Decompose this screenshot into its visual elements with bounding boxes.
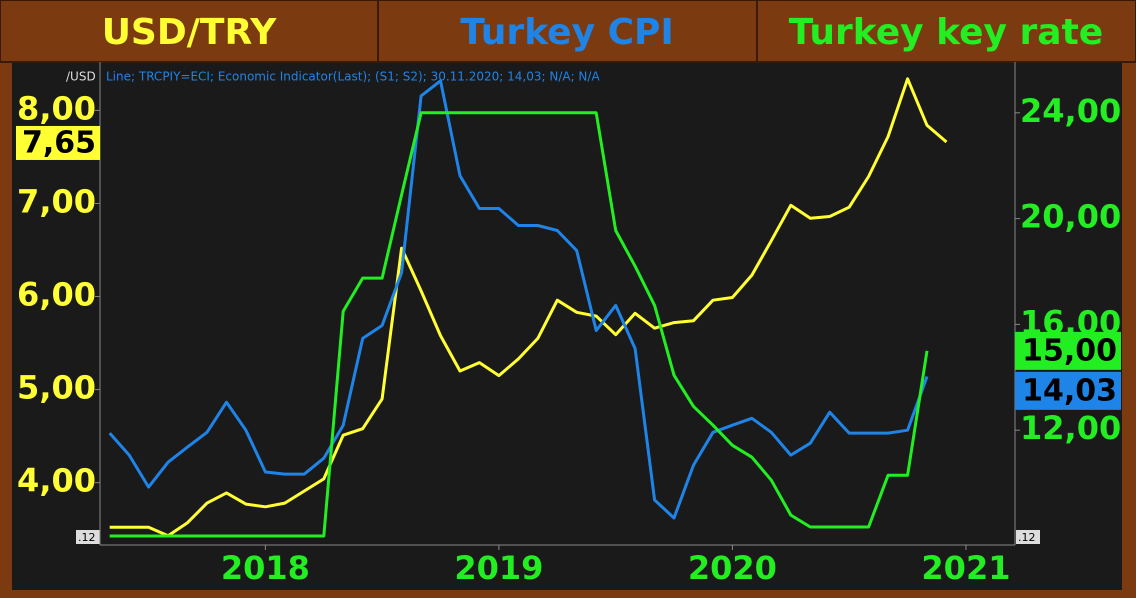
series-line xyxy=(109,77,948,538)
corner-label: .12 xyxy=(78,531,96,544)
y-tick-label: 6,00 xyxy=(17,276,96,314)
y-axis-label: /USD xyxy=(66,70,96,84)
legend-info: Line; TRCPIY=ECI; Economic Indicator(Las… xyxy=(106,70,600,84)
legend-entry: Turkey key rate xyxy=(789,12,1103,53)
legend-entry: USD/TRY xyxy=(102,12,278,53)
value-badge xyxy=(1015,371,1121,410)
y-tick-label: 4,00 xyxy=(17,462,96,500)
header-cell xyxy=(0,0,379,63)
y2-tick-label: 24,00 xyxy=(1020,92,1121,130)
value-badge-label: 15,00 xyxy=(1022,333,1117,368)
value-badge xyxy=(1015,331,1121,370)
x-tick-label: 2018 xyxy=(221,549,310,587)
y2-tick-label: 12,00 xyxy=(1020,409,1121,447)
x-tick-label: 2019 xyxy=(454,549,543,587)
series-line xyxy=(109,111,929,538)
corner-box xyxy=(76,530,100,544)
header xyxy=(0,0,1136,63)
y-tick-label: 8,00 xyxy=(17,89,96,127)
value-badge xyxy=(16,125,100,160)
x-tick-label: 2021 xyxy=(921,549,1010,587)
y-tick-label: 5,00 xyxy=(17,369,96,407)
series-line xyxy=(108,79,929,520)
corner-box xyxy=(1016,530,1040,544)
y2-tick-label: 20,00 xyxy=(1020,198,1121,236)
chart-panel xyxy=(12,62,1122,590)
x-tick-label: 2020 xyxy=(688,549,777,587)
y-tick-label: 7,00 xyxy=(17,182,96,220)
legend-entry: Turkey CPI xyxy=(460,12,674,53)
value-badge-label: 14,03 xyxy=(1022,373,1117,408)
corner-label: .12 xyxy=(1018,531,1036,544)
header-cell xyxy=(756,0,1136,63)
value-badge-label: 7,65 xyxy=(22,125,96,160)
